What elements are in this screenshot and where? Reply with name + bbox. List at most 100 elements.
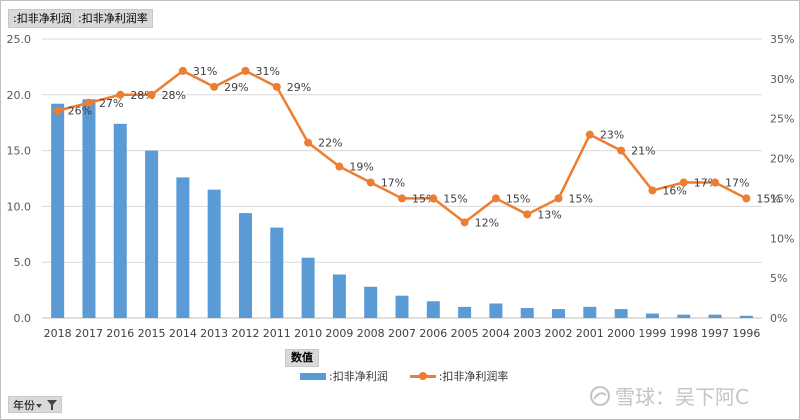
data-label: 23% (600, 129, 624, 142)
y-right-tick-label: 35% (770, 33, 794, 46)
line-point (460, 218, 469, 227)
legend-label-net-margin: :扣非净利润率 (438, 370, 509, 383)
line-point (53, 106, 62, 115)
bar (520, 307, 534, 318)
bar (583, 306, 597, 318)
y-left-tick-label: 25.0 (7, 33, 32, 46)
bar (489, 303, 503, 318)
x-tick-label: 2012 (231, 327, 259, 340)
y-right-tick-label: 30% (770, 73, 794, 86)
y-left-tick-label: 20.0 (7, 89, 32, 102)
data-label: 26% (68, 105, 92, 118)
bar (552, 309, 566, 318)
legend: :扣非净利润 :扣非净利润率 (300, 368, 530, 384)
bar (395, 295, 409, 318)
dropdown-arrow-icon (36, 404, 42, 408)
line-point (554, 194, 563, 203)
legend-item-net-margin: :扣非净利润率 (409, 368, 509, 384)
x-tick-label: 2009 (325, 327, 353, 340)
bar (426, 301, 440, 318)
bar (113, 123, 127, 318)
bar (301, 257, 315, 318)
bar (614, 309, 628, 318)
y-right-tick-label: 15% (770, 192, 794, 205)
data-label: 28% (162, 89, 186, 102)
bar (677, 314, 691, 318)
data-label: 13% (537, 208, 561, 221)
x-tick-label: 2002 (545, 327, 573, 340)
data-label: 15% (506, 192, 530, 205)
line-point (711, 178, 720, 187)
x-tick-label: 2015 (138, 327, 166, 340)
x-tick-label: 2017 (75, 327, 103, 340)
field-button-net-margin[interactable]: :扣非净利润率 (73, 9, 153, 28)
bar (145, 150, 159, 318)
data-label: 16% (662, 184, 686, 197)
line-point (304, 138, 313, 147)
y-right-tick-label: 0% (770, 312, 787, 325)
data-label: 29% (287, 81, 311, 94)
data-label: 17% (694, 176, 718, 189)
data-label: 19% (349, 161, 373, 174)
x-tick-label: 2003 (513, 327, 541, 340)
x-tick-label: 1996 (732, 327, 760, 340)
data-label: 17% (381, 176, 405, 189)
values-field-button[interactable]: 数值 (285, 349, 319, 367)
line-point (272, 82, 281, 91)
x-tick-label: 1999 (638, 327, 666, 340)
line-point (335, 162, 344, 171)
line-point (742, 194, 751, 203)
bar (332, 274, 346, 318)
snowball-logo-icon (590, 385, 610, 406)
x-tick-label: 2018 (44, 327, 72, 340)
y-left-tick-label: 0.0 (14, 312, 32, 325)
x-tick-label: 2005 (451, 327, 479, 340)
line-point (178, 66, 187, 75)
year-field-button[interactable]: 年份 (8, 396, 62, 413)
x-tick-label: 2010 (294, 327, 322, 340)
y-right-tick-label: 20% (770, 153, 794, 166)
line-point (648, 186, 657, 195)
bar (739, 315, 753, 318)
line-point (147, 90, 156, 99)
data-label: 17% (725, 176, 749, 189)
filter-icon[interactable] (47, 400, 57, 406)
line-point (210, 82, 219, 91)
data-label: 27% (99, 97, 123, 110)
x-tick-label: 2006 (419, 327, 447, 340)
bar (708, 314, 722, 318)
y-left-tick-label: 10.0 (7, 200, 32, 213)
line-point (366, 178, 375, 187)
data-label: 15% (569, 192, 593, 205)
bar (176, 177, 190, 318)
data-label: 15% (756, 192, 780, 205)
x-tick-label: 2001 (576, 327, 604, 340)
x-tick-label: 2016 (106, 327, 134, 340)
line-point (617, 146, 626, 155)
line-point (491, 194, 500, 203)
line-point (116, 90, 125, 99)
watermark-text: 雪球：吴下阿C (615, 385, 749, 409)
line-point (241, 66, 250, 75)
legend-label-net-profit: :扣非净利润 (329, 370, 388, 383)
field-button-net-profit[interactable]: :扣非净利润 (8, 9, 77, 28)
line-point (398, 194, 406, 203)
watermark: 雪球：吴下阿C (590, 381, 749, 410)
data-label: 29% (224, 81, 248, 94)
y-right-tick-label: 25% (770, 113, 794, 126)
legend-line-swatch (409, 371, 436, 381)
year-field-label: 年份 (13, 399, 35, 412)
line-point (523, 210, 532, 219)
data-label: 15% (412, 192, 436, 205)
bar (238, 213, 252, 318)
bar (364, 286, 378, 318)
x-tick-label: 1997 (701, 327, 729, 340)
legend-item-net-profit: :扣非净利润 (300, 368, 388, 384)
y-left-tick-label: 5.0 (14, 256, 32, 269)
x-tick-label: 2011 (263, 327, 291, 340)
bar (207, 189, 221, 318)
bar (51, 103, 65, 318)
x-tick-label: 2013 (200, 327, 228, 340)
x-tick-label: 2000 (607, 327, 635, 340)
line-point (84, 98, 93, 107)
